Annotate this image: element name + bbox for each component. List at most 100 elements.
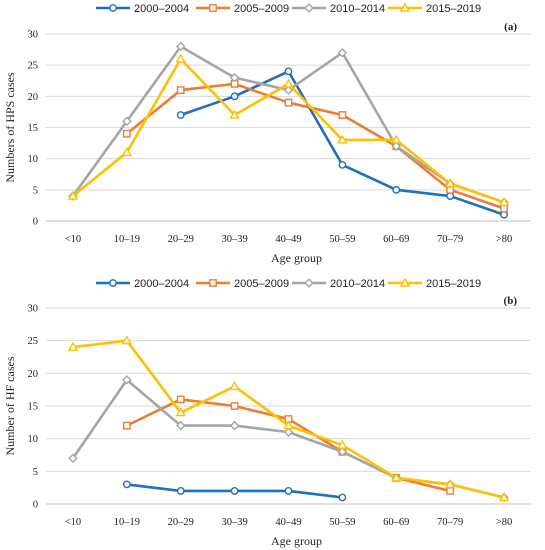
x-tick-label: 40–49 [275, 517, 301, 528]
data-point [175, 407, 186, 417]
y-tick-label: 0 [33, 217, 38, 228]
legend-swatch-marker [109, 279, 117, 287]
series-4 [67, 53, 510, 207]
legend-label: 2010–2014 [330, 278, 385, 290]
x-tick-label: 30–39 [221, 234, 247, 245]
x-tick-label: >80 [496, 234, 512, 245]
data-point [284, 98, 293, 107]
legend-label: 2005–2009 [234, 278, 289, 290]
data-point [176, 395, 185, 404]
series-2 [122, 79, 508, 213]
legend-label: 2010–2014 [330, 3, 385, 15]
data-point [67, 190, 79, 200]
legend-swatch-marker [399, 2, 411, 12]
legend-swatch-marker [109, 4, 117, 12]
y-tick-label: 15 [28, 402, 39, 413]
data-point [283, 427, 294, 437]
x-tick-label: 70–79 [437, 517, 463, 528]
data-point [338, 493, 347, 502]
data-point [122, 421, 131, 430]
data-point [122, 375, 132, 385]
x-tick-label: 30–39 [221, 517, 247, 528]
data-point [337, 439, 348, 449]
series-1 [122, 480, 347, 502]
y-tick-label: 20 [28, 92, 39, 103]
data-point [230, 92, 239, 101]
data-point [68, 453, 78, 464]
x-tick-label: <10 [65, 234, 81, 245]
data-point [446, 192, 455, 200]
y-tick-label: 5 [33, 185, 38, 196]
data-point [176, 86, 185, 95]
y-tick-label: 10 [28, 154, 39, 165]
data-point [230, 487, 239, 495]
data-point [391, 134, 402, 144]
x-tick-label: 20–29 [168, 234, 194, 245]
data-point [284, 487, 293, 495]
data-point [230, 402, 239, 410]
data-point [337, 446, 348, 457]
data-point [391, 472, 402, 482]
y-tick-label: 15 [28, 123, 39, 134]
data-point [229, 109, 240, 119]
data-point [67, 341, 79, 351]
data-point [229, 420, 240, 431]
x-axis-title: Age group [271, 534, 322, 548]
data-point [229, 380, 240, 391]
data-point [284, 67, 293, 76]
data-point [175, 420, 186, 431]
legend-label: 2015–2019 [426, 3, 481, 15]
y-tick-label: 30 [28, 30, 39, 41]
legend-label: 2005–2009 [234, 3, 289, 15]
x-tick-label: 60–69 [383, 517, 409, 528]
legend-swatch-marker [399, 277, 411, 287]
data-point [392, 185, 401, 194]
data-point [338, 111, 347, 119]
series-4 [67, 335, 510, 502]
x-tick-label: 20–29 [168, 517, 194, 528]
legend-label: 2000–2004 [134, 3, 189, 15]
legend-label: 2000–2004 [134, 278, 189, 290]
panel-label: (a) [504, 21, 517, 33]
data-point [498, 196, 510, 207]
data-point [121, 147, 133, 157]
y-tick-label: 5 [33, 467, 38, 478]
x-tick-label: 50–59 [329, 234, 355, 245]
x-tick-label: 40–49 [275, 234, 301, 245]
x-tick-label: 70–79 [437, 234, 463, 245]
data-point [176, 487, 185, 495]
y-tick-label: 25 [28, 61, 39, 72]
data-point [338, 160, 347, 169]
data-point [283, 420, 294, 430]
data-point [337, 47, 348, 58]
legend-swatch-marker [209, 279, 217, 287]
y-tick-label: 0 [33, 500, 38, 511]
data-point [122, 116, 132, 127]
x-tick-label: >80 [496, 517, 512, 528]
data-point [283, 78, 294, 88]
y-tick-label: 10 [28, 434, 39, 445]
legend-label: 2015–2019 [426, 278, 481, 290]
data-point [121, 335, 133, 345]
legend-swatch-marker [304, 3, 314, 13]
series-3 [68, 41, 509, 208]
data-point [337, 134, 348, 144]
y-tick-label: 30 [28, 304, 39, 315]
series-1 [176, 67, 508, 219]
data-point [122, 480, 131, 489]
x-tick-label: <10 [65, 517, 81, 528]
data-point [444, 178, 456, 188]
data-point [283, 85, 294, 95]
data-point [176, 111, 185, 119]
y-axis-title: Number of HF cases [3, 356, 17, 455]
legend-swatch-marker [304, 278, 314, 288]
x-tick-label: 10–19 [114, 517, 140, 528]
data-point [175, 53, 186, 63]
legend-swatch-marker [209, 4, 217, 12]
chart-panel-1: 0 5 10 15 20 25 30 <10 10–19 20–29 30–39 40–49 50–59… [3, 2, 531, 265]
y-axis-title: Numbers of HPS cases [3, 72, 17, 183]
data-point [229, 72, 240, 83]
x-tick-label: 10–19 [114, 234, 140, 245]
panel-label: (b) [504, 295, 518, 307]
